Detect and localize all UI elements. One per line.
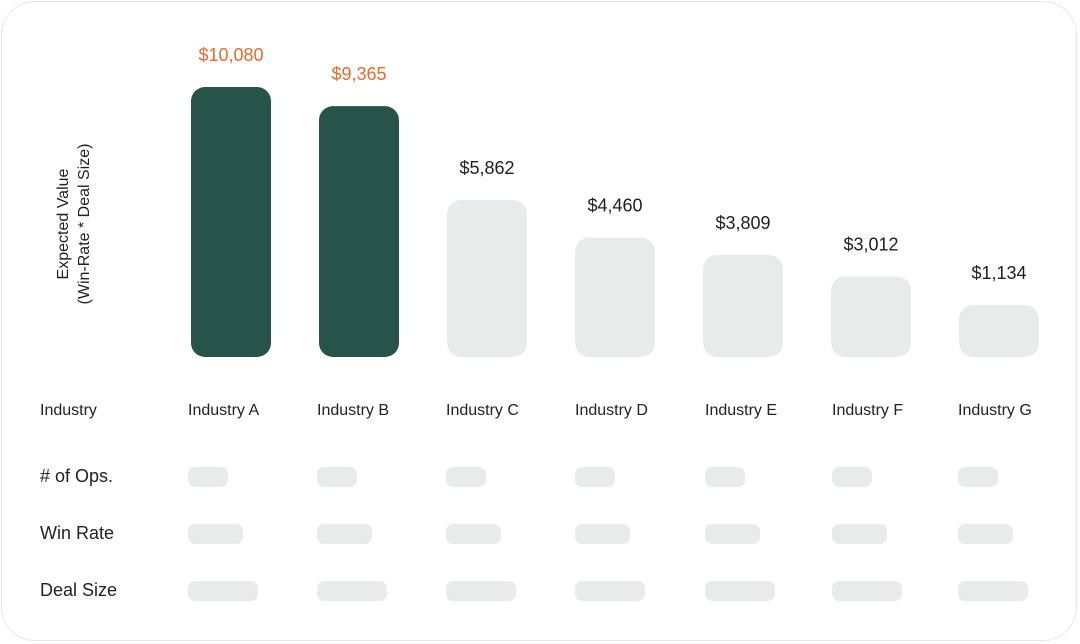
category-label-industry-e: Industry E	[705, 402, 778, 419]
placeholder-cell	[446, 581, 516, 601]
bar-industry-a	[191, 87, 271, 357]
bar-industry-c	[447, 199, 527, 357]
value-label-industry-a: $10,080	[198, 45, 263, 65]
value-label-industry-b: $9,365	[331, 64, 386, 84]
placeholder-cell	[188, 581, 258, 601]
bar-industry-g	[959, 305, 1039, 357]
placeholder-cell	[317, 524, 372, 544]
bar-industry-e	[703, 254, 783, 357]
category-label-industry-b: Industry B	[317, 402, 390, 419]
placeholder-cell	[832, 524, 887, 544]
placeholder-cell	[958, 467, 998, 487]
bar-industry-f	[831, 276, 911, 357]
placeholder-cell	[188, 467, 228, 487]
placeholder-cell	[317, 581, 387, 601]
value-label-industry-c: $5,862	[459, 158, 514, 178]
placeholder-cell	[832, 467, 872, 487]
placeholder-cell	[575, 524, 630, 544]
row-label-win-rate: Win Rate	[40, 523, 115, 543]
category-label-industry-c: Industry C	[446, 402, 519, 419]
category-label-industry-d: Industry D	[575, 402, 648, 419]
placeholder-cell	[958, 581, 1028, 601]
category-label-industry-f: Industry F	[832, 402, 904, 419]
placeholder-cell	[705, 467, 745, 487]
placeholder-cell	[317, 467, 357, 487]
placeholder-cell	[705, 581, 775, 601]
category-label-industry-a: Industry A	[188, 402, 260, 419]
value-label-industry-g: $1,134	[971, 263, 1026, 283]
row-label-ops: # of Ops.	[40, 466, 114, 486]
category-label-industry-g: Industry G	[958, 402, 1032, 419]
value-label-industry-f: $3,012	[843, 234, 898, 254]
placeholder-cell	[958, 524, 1013, 544]
placeholder-cell	[446, 524, 501, 544]
placeholder-cell	[188, 524, 243, 544]
table-header-label: Industry	[40, 402, 97, 419]
placeholder-cell	[832, 581, 902, 601]
value-label-industry-e: $3,809	[715, 213, 770, 233]
placeholder-cell	[575, 581, 645, 601]
row-label-deal-size: Deal Size	[40, 580, 118, 600]
value-label-industry-d: $4,460	[587, 196, 642, 216]
bar-industry-b	[319, 106, 399, 357]
placeholder-cell	[446, 467, 486, 487]
placeholder-cell	[705, 524, 760, 544]
bar-industry-d	[575, 237, 655, 357]
placeholder-cell	[575, 467, 615, 487]
